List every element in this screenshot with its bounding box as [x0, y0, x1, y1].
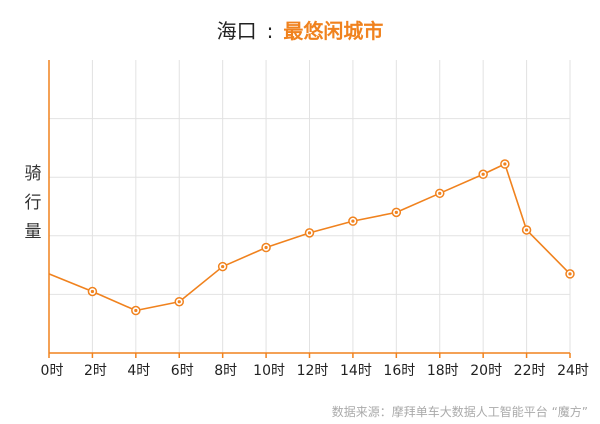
data-point-dot [90, 289, 95, 294]
x-tick-label: 8时 [214, 363, 237, 379]
x-tick-label: 6时 [171, 363, 194, 379]
y-axis-label-char: 量 [24, 222, 42, 242]
series-layer [48, 159, 575, 316]
x-tick-label: 14时 [340, 363, 372, 379]
title-tag: 最悠闲城市 [283, 19, 384, 43]
data-point [435, 188, 445, 199]
title-separator: : [266, 19, 274, 43]
x-tick-label: 24时 [557, 363, 589, 379]
x-tick-labels: 0时 2时 4时 6时 8时 10时 12时 14时 16时 18时 20时 22时 24时 [41, 363, 589, 379]
data-point-dot [568, 272, 572, 276]
data-point [217, 261, 228, 272]
data-point [87, 286, 98, 297]
data-point-dot [351, 219, 355, 223]
x-tick-label: 16时 [383, 363, 415, 379]
x-tick-label: 4时 [127, 363, 150, 379]
data-source-note: 数据来源：摩拜单车大数据人工智能平台 “魔方” [331, 405, 588, 419]
data-point [174, 296, 184, 307]
data-point-dot [307, 231, 312, 235]
grid-lines [49, 60, 571, 353]
data-point [521, 225, 532, 235]
chart-title: 海口: 最悠闲城市 [0, 16, 600, 46]
x-tick-label: 0时 [41, 363, 64, 379]
data-point-dot [394, 210, 398, 214]
data-point-dot [438, 191, 442, 195]
x-tick-label: 2时 [84, 363, 107, 379]
x-tick-label: 22时 [514, 363, 546, 379]
data-point [304, 228, 315, 238]
data-point [565, 269, 575, 279]
data-point-dot [481, 172, 485, 176]
data-point-dot [524, 228, 529, 232]
data-point-dot [221, 264, 225, 269]
y-axis-label: 骑行量 [18, 160, 48, 247]
data-point-dot [264, 245, 268, 250]
data-point [348, 216, 358, 226]
data-point [391, 207, 402, 218]
data-point [261, 242, 271, 253]
data-point [131, 305, 141, 316]
x-tick-label: 20时 [470, 363, 502, 379]
data-point-dot [177, 300, 181, 304]
y-axis-label-char: 行 [24, 193, 42, 213]
title-city: 海口 [216, 19, 257, 43]
data-point [478, 169, 488, 180]
y-axis-label-char: 骑 [24, 164, 42, 184]
axes [48, 60, 571, 358]
x-tick-label: 12时 [297, 363, 329, 379]
data-point [500, 159, 510, 169]
data-point-dot [503, 162, 507, 166]
x-tick-label: 10时 [253, 363, 285, 379]
x-tick-label: 18时 [427, 363, 459, 379]
data-point-dot [134, 308, 138, 313]
